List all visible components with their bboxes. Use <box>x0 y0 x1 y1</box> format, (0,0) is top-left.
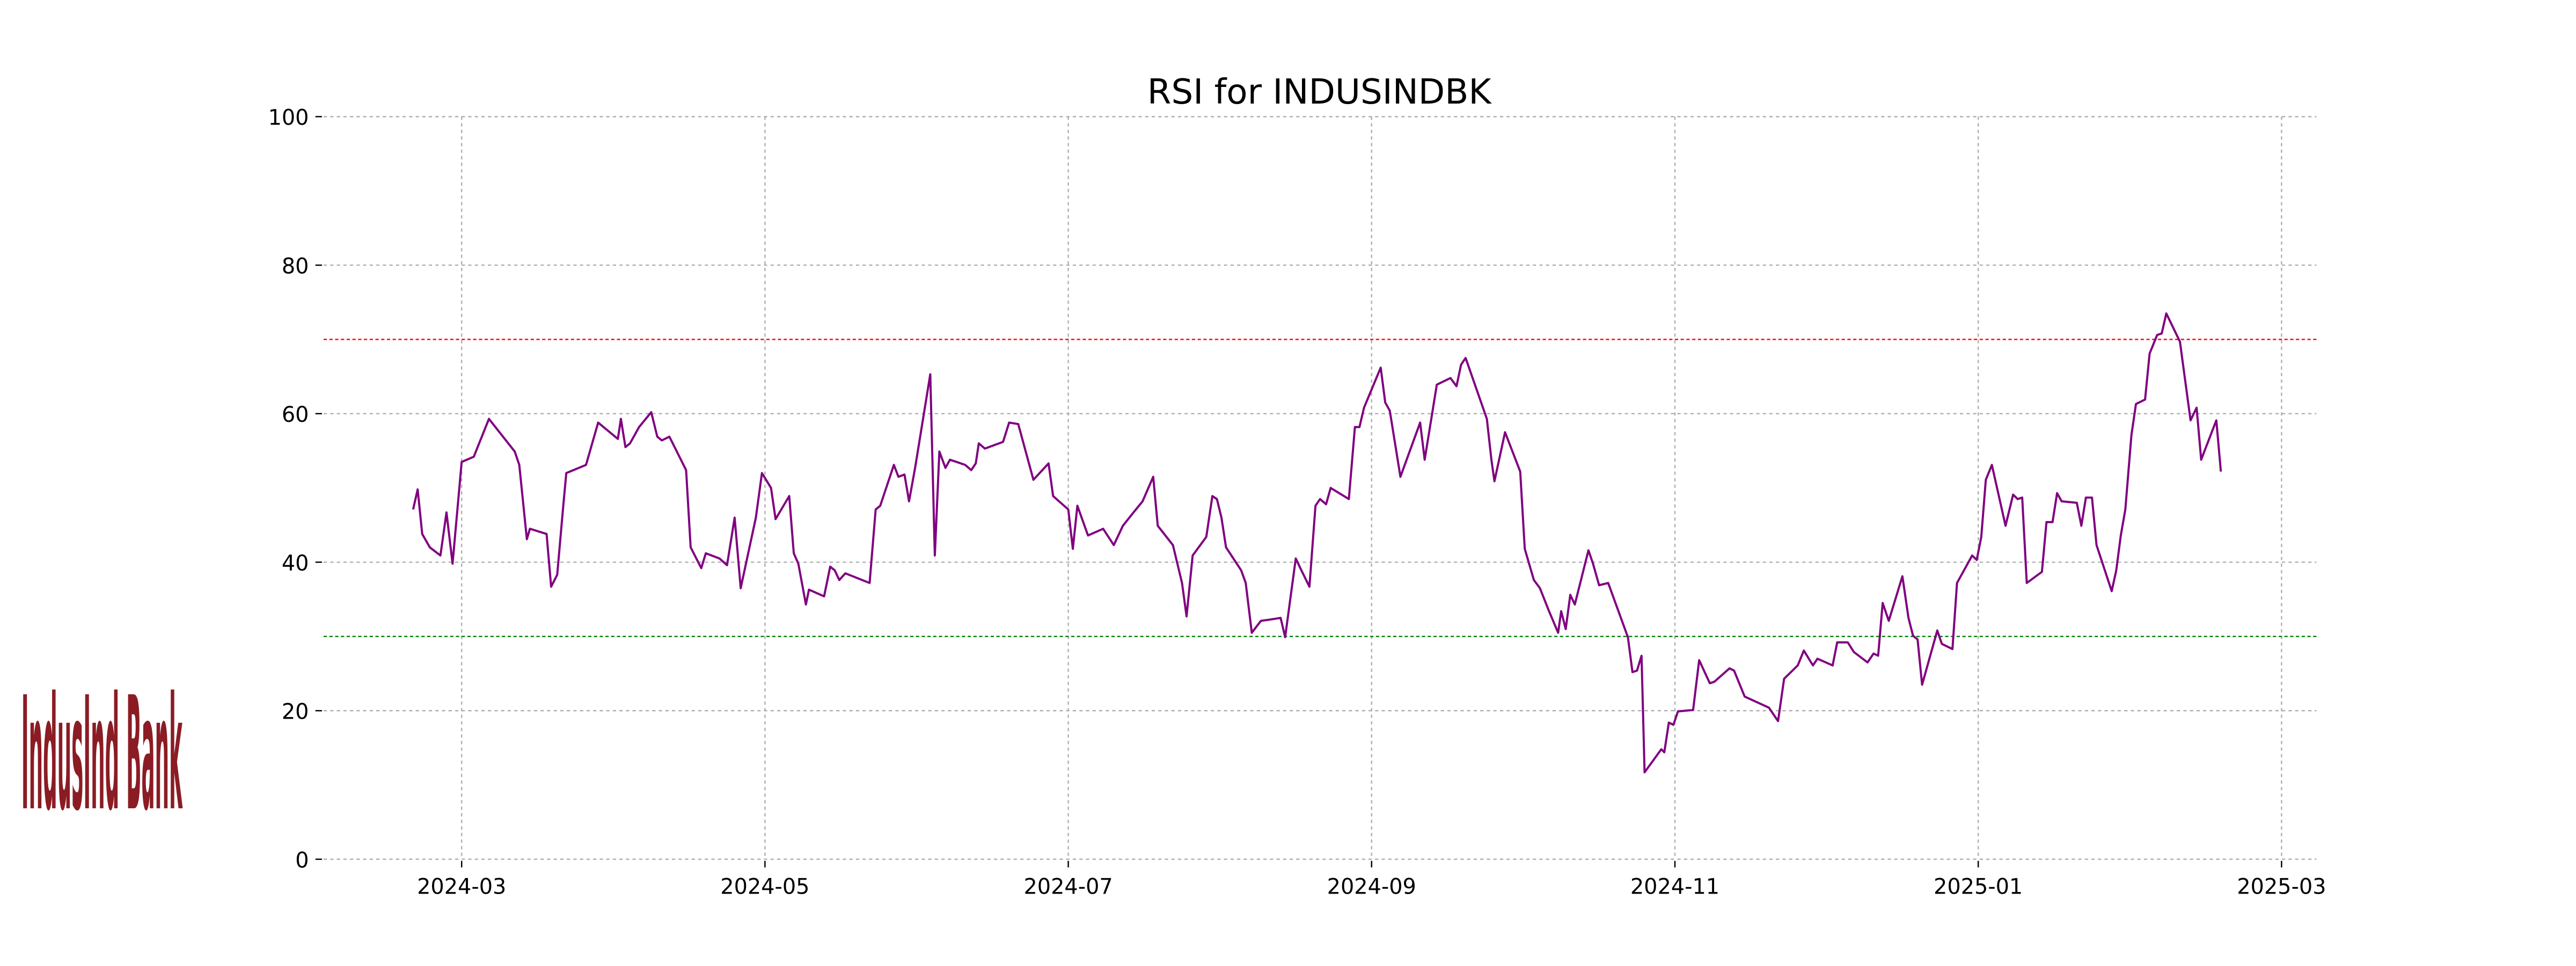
y-tick-label: 100 <box>268 106 309 130</box>
logo: IndusInd Bank <box>21 663 183 845</box>
y-tick-label: 0 <box>295 848 309 873</box>
y-tick-label: 80 <box>282 254 309 279</box>
rsi-line <box>412 312 2222 774</box>
y-tick-label: 60 <box>282 402 309 427</box>
x-tick-label: 2024-09 <box>1327 874 1416 899</box>
y-tick-label: 40 <box>282 551 309 576</box>
logo-text: IndusInd Bank <box>21 663 183 845</box>
x-tick-label: 2024-11 <box>1630 874 1719 899</box>
x-tick-label: 2024-03 <box>417 874 506 899</box>
y-tick-label: 20 <box>282 700 309 724</box>
x-tick-label: 2025-01 <box>1934 874 2023 899</box>
chart-title: RSI for INDUSINDBK <box>1147 72 1492 112</box>
x-tick-label: 2024-05 <box>720 874 809 899</box>
x-tick-label: 2025-03 <box>2237 874 2326 899</box>
x-tick-label: 2024-07 <box>1023 874 1113 899</box>
